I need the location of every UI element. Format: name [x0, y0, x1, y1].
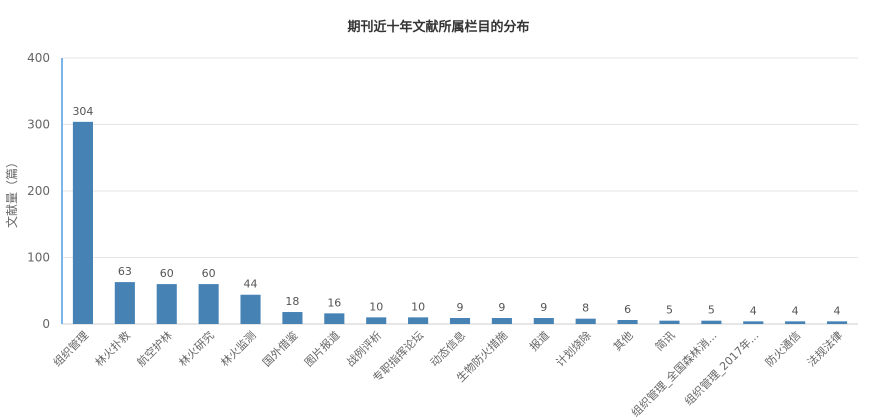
bar[interactable] — [72, 121, 94, 324]
x-tick-label: 动态信息 — [427, 328, 468, 369]
data-label: 44 — [244, 278, 258, 291]
bar[interactable] — [743, 321, 764, 324]
bar[interactable] — [282, 312, 303, 324]
data-label: 4 — [750, 304, 757, 317]
x-tick-label: 林火研究 — [176, 328, 217, 369]
data-label: 10 — [369, 300, 383, 313]
data-label: 5 — [708, 304, 715, 317]
bar[interactable] — [659, 320, 680, 324]
y-axis-label: 文献量（篇） — [4, 156, 19, 228]
bar[interactable] — [408, 317, 429, 324]
data-label: 60 — [202, 267, 216, 280]
x-tick-label: 航空护林 — [134, 328, 175, 369]
bar[interactable] — [114, 282, 135, 324]
data-label: 9 — [498, 301, 505, 314]
gridlines — [62, 57, 858, 325]
data-label: 9 — [540, 301, 547, 314]
x-tick-label: 防火通信 — [762, 328, 803, 369]
y-tick-label: 300 — [27, 118, 50, 132]
chart-title: 期刊近十年文献所属栏目的分布 — [347, 20, 530, 35]
data-label: 5 — [666, 304, 673, 317]
data-label: 18 — [285, 295, 299, 308]
data-label: 10 — [411, 300, 425, 313]
bar[interactable] — [491, 318, 512, 324]
bar[interactable] — [449, 318, 471, 324]
y-tick-label: 0 — [42, 317, 50, 331]
x-tick-label: 国外借鉴 — [260, 329, 300, 369]
data-label: 4 — [792, 304, 799, 317]
data-label: 60 — [160, 267, 174, 280]
data-label: 63 — [118, 265, 132, 278]
x-tick-label: 战例评析 — [343, 328, 384, 369]
data-label: 304 — [72, 105, 93, 118]
bar[interactable] — [826, 321, 848, 324]
bar[interactable] — [785, 321, 806, 324]
bar[interactable] — [324, 313, 345, 324]
axes: 0 100 200 300 400 — [27, 51, 63, 331]
x-tick-label: 组织管理_2017年... — [681, 328, 761, 408]
x-tick-label: 其他 — [611, 329, 636, 354]
data-label: 4 — [834, 304, 841, 317]
data-label: 16 — [327, 296, 341, 309]
x-tick-label: 图片报道 — [301, 328, 342, 369]
bar[interactable] — [156, 284, 177, 324]
x-tick-label: 林火扑救 — [92, 328, 133, 369]
y-tick-label: 200 — [27, 184, 50, 198]
bar[interactable] — [366, 317, 387, 324]
data-label: 8 — [582, 302, 589, 315]
x-tick-label: 林火监测 — [218, 328, 259, 369]
x-tick-label: 法规法律 — [804, 328, 845, 369]
x-tick-label: 简讯 — [652, 328, 677, 353]
data-label: 9 — [457, 301, 464, 314]
bar[interactable] — [617, 320, 638, 324]
bar[interactable] — [198, 284, 219, 324]
bars — [72, 121, 848, 324]
x-tick-label: 组织管理 — [50, 328, 91, 369]
y-tick-label: 100 — [27, 251, 50, 265]
y-tick-label: 400 — [27, 51, 50, 65]
x-tick-label: 计划烧除 — [553, 328, 594, 369]
bar[interactable] — [533, 318, 554, 324]
x-tick-label: 报道 — [526, 328, 551, 353]
data-label: 6 — [624, 303, 631, 316]
bar[interactable] — [701, 320, 722, 324]
bar[interactable] — [240, 294, 261, 324]
bar[interactable] — [575, 318, 596, 324]
